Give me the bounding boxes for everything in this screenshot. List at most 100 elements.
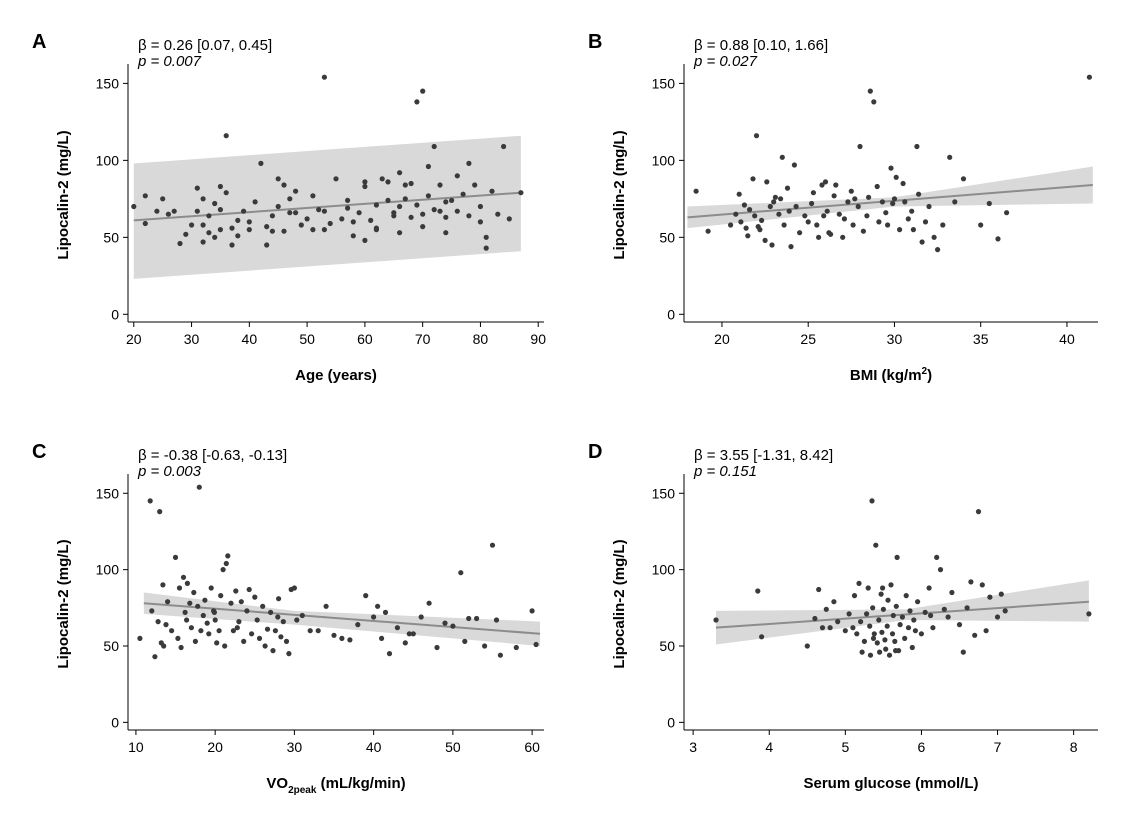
data-point [769, 242, 775, 248]
data-point [941, 606, 947, 612]
data-point [859, 649, 865, 655]
data-point [757, 227, 763, 233]
data-point [268, 609, 274, 616]
data-point [246, 227, 252, 233]
panel-a: 0 50 100 150 20 30 40 50 60 70 80 90 A β = 0.26 [0.07… [32, 31, 546, 384]
data-point [879, 629, 885, 635]
data-point [885, 597, 891, 603]
x-tick-label: 30 [184, 331, 200, 347]
data-point [1086, 74, 1092, 80]
data-point [914, 143, 920, 150]
data-point [402, 182, 408, 188]
data-point [841, 216, 848, 222]
data-point [466, 160, 472, 166]
data-point [286, 651, 292, 657]
y-tick-label: 150 [96, 485, 120, 501]
x-axis-title: VO2peak (mL/kg/min) [266, 775, 405, 796]
data-point [905, 216, 911, 222]
beta-annotation: β = -0.38 [-0.63, -0.13] [138, 447, 287, 464]
data-point [871, 631, 877, 637]
data-point [425, 163, 431, 170]
data-point [840, 234, 846, 240]
data-point [345, 205, 351, 211]
data-point [846, 611, 852, 617]
panel-letter: B [588, 31, 602, 53]
data-point [518, 190, 524, 196]
x-tick-label: 50 [445, 739, 461, 755]
data-point [937, 567, 944, 573]
data-point [204, 620, 210, 626]
data-point [420, 88, 426, 94]
x-axis-title-text: VO [266, 775, 288, 792]
panel-letter: D [588, 441, 602, 463]
data-point [307, 628, 313, 634]
data-point [385, 197, 391, 203]
data-point [238, 599, 244, 605]
data-point [805, 219, 811, 225]
data-point [165, 211, 171, 217]
p-value-annotation: p = 0.003 [137, 463, 202, 480]
data-point [882, 637, 888, 643]
data-point [848, 188, 854, 194]
data-point [163, 622, 169, 628]
data-point [928, 612, 934, 619]
data-point [916, 191, 922, 197]
x-tick-label: 20 [126, 331, 142, 347]
y-tick-label: 150 [652, 485, 676, 501]
data-point [791, 162, 798, 168]
data-point [200, 239, 206, 245]
data-point [930, 625, 936, 631]
data-point [934, 554, 940, 561]
data-point [824, 208, 830, 214]
data-point [194, 208, 200, 214]
data-point [880, 585, 886, 591]
data-point [891, 196, 898, 202]
data-point [235, 233, 241, 239]
data-point [355, 622, 361, 628]
data-point [873, 542, 879, 548]
data-point [260, 603, 266, 609]
data-point [310, 193, 316, 199]
data-point [180, 574, 187, 580]
data-point [743, 225, 749, 231]
data-point [802, 213, 808, 219]
data-point [373, 227, 379, 233]
data-point [911, 617, 917, 623]
data-point [280, 619, 286, 625]
data-point [172, 554, 179, 561]
data-point [171, 208, 177, 214]
data-point [223, 560, 229, 567]
data-point [178, 644, 184, 651]
data-point [218, 593, 224, 599]
data-point [1004, 210, 1010, 216]
data-point [513, 644, 519, 651]
y-tick-label: 50 [659, 229, 675, 245]
data-point [779, 154, 785, 160]
data-point [373, 202, 379, 208]
data-point [188, 625, 194, 631]
data-point [903, 593, 909, 599]
data-point [772, 194, 779, 200]
data-point [995, 236, 1001, 242]
x-tick-label: 60 [524, 739, 540, 755]
data-point [223, 133, 229, 139]
data-point [252, 594, 258, 600]
y-tick-label: 0 [111, 714, 119, 730]
data-point [858, 619, 864, 625]
x-tick-label: 7 [994, 739, 1002, 755]
data-point [876, 617, 882, 623]
beta-annotation: β = 3.55 [-1.31, 8.42] [694, 447, 833, 464]
data-point [182, 609, 188, 616]
data-point [155, 619, 161, 625]
data-point [275, 203, 281, 210]
data-point [410, 631, 416, 637]
data-point [885, 222, 891, 228]
data-point [926, 203, 932, 210]
y-tick-label: 100 [652, 562, 676, 578]
data-point [922, 219, 929, 225]
data-point [738, 219, 744, 225]
data-point [884, 623, 890, 629]
data-point [244, 608, 250, 614]
data-point [856, 580, 862, 587]
